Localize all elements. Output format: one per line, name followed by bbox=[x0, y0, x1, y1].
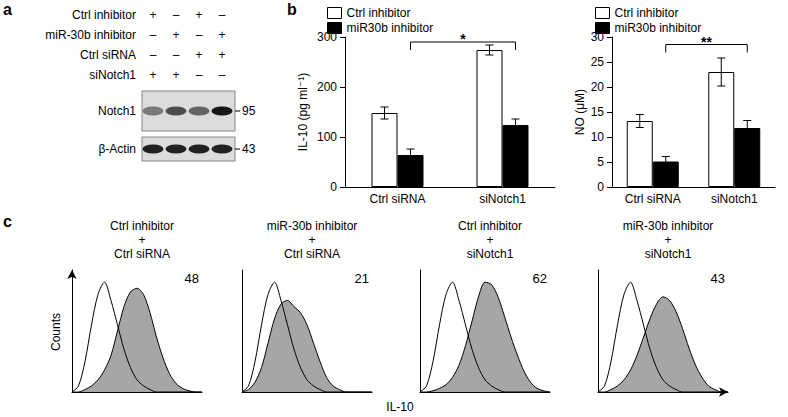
svg-text:15: 15 bbox=[591, 105, 605, 119]
svg-text:siNotch1: siNotch1 bbox=[711, 192, 758, 206]
svg-text:miR30b inhibitor: miR30b inhibitor bbox=[347, 21, 434, 35]
svg-text:0: 0 bbox=[330, 180, 337, 194]
svg-text:Ctrl inhibitor: Ctrl inhibitor bbox=[458, 219, 522, 233]
svg-text:Ctrl siRNA: Ctrl siRNA bbox=[114, 247, 170, 261]
svg-text:Ctrl siRNA: Ctrl siRNA bbox=[370, 192, 426, 206]
svg-text:+: + bbox=[195, 48, 202, 62]
svg-text:**: ** bbox=[701, 34, 712, 50]
svg-text:–: – bbox=[196, 68, 203, 82]
svg-text:+: + bbox=[308, 233, 315, 247]
svg-text:–: – bbox=[219, 68, 226, 82]
svg-text:–: – bbox=[196, 28, 203, 42]
svg-text:NO (μM): NO (μM) bbox=[573, 89, 587, 135]
svg-text:siNotch1: siNotch1 bbox=[479, 192, 526, 206]
svg-text:95: 95 bbox=[242, 104, 256, 118]
svg-text:IL-10 (pg ml⁻¹): IL-10 (pg ml⁻¹) bbox=[296, 73, 310, 151]
svg-text:+: + bbox=[138, 233, 145, 247]
svg-text:Counts: Counts bbox=[49, 313, 63, 351]
svg-text:43: 43 bbox=[242, 142, 256, 156]
svg-text:30: 30 bbox=[590, 30, 604, 44]
svg-text:+: + bbox=[218, 48, 225, 62]
svg-text:20: 20 bbox=[591, 80, 605, 94]
svg-text:+: + bbox=[664, 233, 671, 247]
svg-text:siNotch1: siNotch1 bbox=[467, 247, 514, 261]
svg-text:+: + bbox=[149, 8, 156, 22]
svg-text:IL-10: IL-10 bbox=[386, 400, 414, 414]
svg-text:300: 300 bbox=[317, 30, 337, 44]
svg-text:+: + bbox=[149, 68, 156, 82]
svg-text:miR-30b inhibitor: miR-30b inhibitor bbox=[267, 219, 358, 233]
svg-text:43: 43 bbox=[711, 271, 725, 286]
svg-text:miR-30b inhibitor: miR-30b inhibitor bbox=[623, 219, 714, 233]
svg-text:200: 200 bbox=[317, 80, 337, 94]
svg-text:Ctrl inhibitor: Ctrl inhibitor bbox=[615, 6, 679, 20]
svg-text:5: 5 bbox=[597, 155, 604, 169]
svg-text:+: + bbox=[172, 68, 179, 82]
svg-text:*: * bbox=[460, 31, 466, 47]
svg-text:–: – bbox=[219, 8, 226, 22]
svg-text:Notch1: Notch1 bbox=[98, 104, 136, 118]
svg-text:miR-30b inhibitor: miR-30b inhibitor bbox=[45, 28, 136, 42]
svg-text:miR30b inhibitor: miR30b inhibitor bbox=[615, 21, 702, 35]
svg-text:Ctrl inhibitor: Ctrl inhibitor bbox=[347, 6, 411, 20]
svg-text:Ctrl inhibitor: Ctrl inhibitor bbox=[110, 219, 174, 233]
svg-text:b: b bbox=[287, 1, 297, 18]
svg-text:β-Actin: β-Actin bbox=[98, 142, 136, 156]
svg-text:21: 21 bbox=[355, 271, 369, 286]
svg-text:–: – bbox=[150, 28, 157, 42]
svg-text:100: 100 bbox=[317, 130, 337, 144]
svg-text:+: + bbox=[218, 28, 225, 42]
svg-text:–: – bbox=[173, 48, 180, 62]
svg-text:0: 0 bbox=[597, 180, 604, 194]
svg-text:siNotch1: siNotch1 bbox=[645, 247, 692, 261]
svg-text:–: – bbox=[173, 8, 180, 22]
svg-text:siNotch1: siNotch1 bbox=[89, 68, 136, 82]
svg-text:10: 10 bbox=[591, 130, 605, 144]
svg-text:Ctrl siRNA: Ctrl siRNA bbox=[625, 192, 681, 206]
svg-text:25: 25 bbox=[591, 55, 605, 69]
svg-text:+: + bbox=[172, 28, 179, 42]
svg-text:62: 62 bbox=[533, 271, 547, 286]
svg-text:Ctrl inhibitor: Ctrl inhibitor bbox=[72, 8, 136, 22]
svg-text:48: 48 bbox=[185, 271, 199, 286]
svg-text:+: + bbox=[486, 233, 493, 247]
svg-text:a: a bbox=[3, 1, 12, 18]
svg-text:Ctrl siRNA: Ctrl siRNA bbox=[284, 247, 340, 261]
svg-text:c: c bbox=[3, 213, 12, 230]
svg-text:Ctrl siRNA: Ctrl siRNA bbox=[80, 48, 136, 62]
svg-text:–: – bbox=[150, 48, 157, 62]
svg-text:+: + bbox=[195, 8, 202, 22]
